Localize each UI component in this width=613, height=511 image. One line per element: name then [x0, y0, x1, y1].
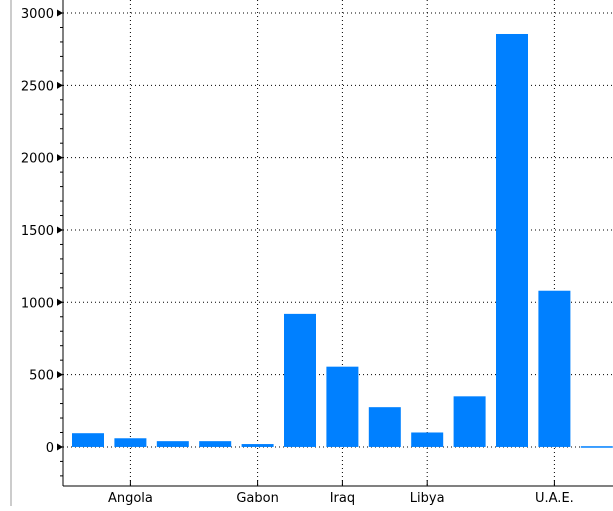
bar: [156, 441, 189, 447]
y-tick-label: 2500: [21, 79, 54, 94]
bar: [496, 33, 528, 447]
bar: [241, 444, 274, 447]
bar: [411, 432, 444, 447]
y-tick-arrow: [57, 9, 63, 17]
y-tick-arrow: [57, 298, 63, 306]
bar: [326, 366, 359, 447]
bar: [538, 290, 571, 447]
y-tick-arrow: [57, 371, 63, 379]
y-tick-label: 1500: [21, 224, 54, 239]
x-tick-label: Angola: [108, 491, 153, 506]
y-tick-arrow: [57, 154, 63, 162]
x-axis-ticks: Angola Gabon Iraq Libya U.A.E.: [108, 480, 574, 506]
y-axis-ticks: 0 500 1000 1500 2000 2500 3000: [21, 7, 63, 477]
y-tick-arrow: [57, 226, 63, 234]
bar: [114, 438, 147, 447]
axes: [62, 0, 613, 487]
y-tick-label: 500: [29, 369, 54, 384]
y-tick-arrow: [57, 81, 63, 89]
bar: [580, 446, 613, 448]
x-tick-label: Iraq: [330, 491, 355, 506]
y-tick-label: 0: [46, 441, 54, 456]
bar: [453, 396, 486, 447]
x-tick-label: Libya: [410, 491, 445, 506]
bars: [72, 33, 613, 448]
y-tick-arrow: [57, 443, 63, 451]
bar: [284, 313, 316, 447]
bar: [368, 407, 401, 447]
y-tick-label: 2000: [21, 152, 54, 167]
bar: [72, 433, 104, 447]
x-tick-label: Gabon: [236, 491, 279, 506]
bar: [199, 441, 232, 447]
x-tick-label: U.A.E.: [535, 491, 574, 506]
y-tick-label: 1000: [21, 296, 54, 311]
y-tick-label: 3000: [21, 7, 54, 22]
